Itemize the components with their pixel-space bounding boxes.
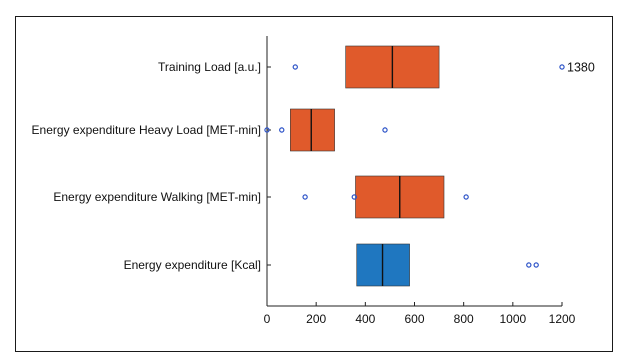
x-tick-label: 600 <box>404 312 424 326</box>
x-tick-label: 1000 <box>499 312 526 326</box>
category-label: Training Load [a.u.] <box>158 60 261 74</box>
box <box>290 108 335 152</box>
outlier-point <box>526 262 532 268</box>
category-label: Energy expenditure [Kcal] <box>124 258 261 272</box>
outlier-point <box>279 127 285 133</box>
x-tick-label: 200 <box>306 312 326 326</box>
x-tick-label: 1200 <box>549 312 576 326</box>
category-label: Energy expenditure Heavy Load [MET-min] <box>32 123 261 137</box>
annotation-label: 1380 <box>567 61 595 75</box>
outlier-point <box>463 194 469 200</box>
outlier-point <box>264 127 270 133</box>
x-tick-label: 0 <box>264 312 271 326</box>
category-label: Energy expenditure Walking [MET-min] <box>53 190 261 204</box>
outlier-point <box>292 64 298 70</box>
figure-frame <box>15 16 613 352</box>
outlier-point <box>351 194 357 200</box>
x-tick-label: 400 <box>355 312 375 326</box>
outlier-point <box>533 262 539 268</box>
x-tick-label: 800 <box>454 312 474 326</box>
outlier-point <box>559 64 565 70</box>
outlier-point <box>382 127 388 133</box>
outlier-point <box>302 194 308 200</box>
